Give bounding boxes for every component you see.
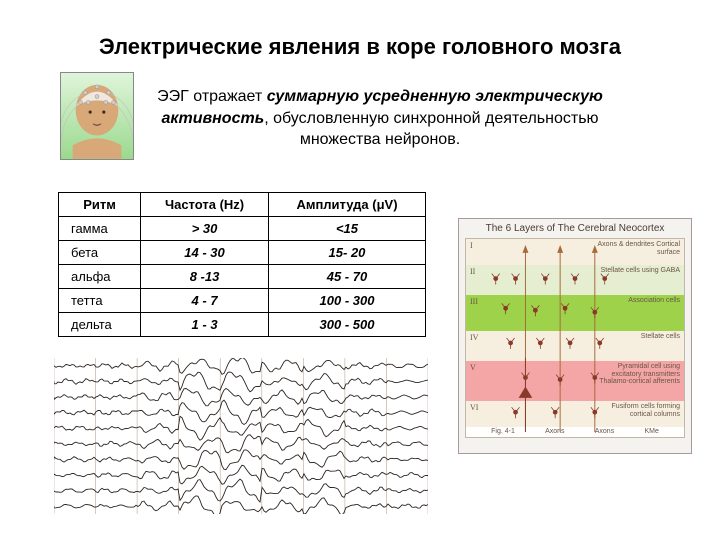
layer-label: Stellate cells using GABA	[601, 267, 680, 275]
neocortex-diagram: The 6 Layers of The Cerebral Neocortex V…	[458, 218, 692, 454]
cell-amp: 300 - 500	[268, 313, 425, 337]
neocortex-fig: Fig. 4-1	[491, 428, 515, 435]
cell-amp: 15- 20	[268, 241, 425, 265]
layer-label: Fusiform cells forming cortical columns	[590, 403, 680, 418]
cell-freq: 14 - 30	[141, 241, 269, 265]
layer-label: Pyramidal cell using excitatory transmit…	[590, 363, 680, 386]
cell-freq: 1 - 3	[141, 313, 269, 337]
layer-label: Association cells	[628, 297, 680, 305]
layer-label: Stellate cells	[641, 333, 680, 341]
table-row: бета 14 - 30 15- 20	[59, 241, 426, 265]
neocortex-layer: II Stellate cells using GABA	[466, 265, 684, 295]
cell-name: бета	[59, 241, 141, 265]
subtitle-prefix: ЭЭГ отражает	[157, 88, 267, 105]
layer-number: III	[470, 297, 478, 306]
cell-name: альфа	[59, 265, 141, 289]
layer-number: I	[470, 241, 473, 250]
table-row: тетта 4 - 7 100 - 300	[59, 289, 426, 313]
subtitle: ЭЭГ отражает суммарную усредненную элект…	[140, 86, 620, 151]
neocortex-layer: III Association cells	[466, 295, 684, 331]
cell-name: дельта	[59, 313, 141, 337]
cell-freq: 8 -13	[141, 265, 269, 289]
layer-number: IV	[470, 333, 478, 342]
cell-freq: > 30	[141, 217, 269, 241]
layer-number: V	[470, 363, 476, 372]
neocortex-bottom-row: Fig. 4-1 Axons Axons KMe	[466, 428, 684, 435]
neocortex-kme: KMe	[644, 428, 658, 435]
neocortex-layer: IV Stellate cells	[466, 331, 684, 361]
neocortex-title: The 6 Layers of The Cerebral Neocortex	[459, 219, 691, 236]
cell-name: тетта	[59, 289, 141, 313]
neocortex-axons2: Axons	[595, 428, 614, 435]
neocortex-axons1: Axons	[545, 428, 564, 435]
eeg-subject-photo	[60, 72, 134, 160]
eeg-traces-panel	[54, 358, 428, 514]
layer-number: VI	[470, 403, 478, 412]
cell-name: гамма	[59, 217, 141, 241]
table-row: дельта 1 - 3 300 - 500	[59, 313, 426, 337]
subtitle-suffix: , обусловленную синхронной деятельностью…	[264, 110, 598, 149]
table-row: альфа 8 -13 45 - 70	[59, 265, 426, 289]
layer-label: Axons & dendrites Cortical surface	[590, 241, 680, 256]
table-header-row: Ритм Частота (Hz) Амплитуда (μV)	[59, 193, 426, 217]
table-row: гамма > 30 <15	[59, 217, 426, 241]
neocortex-layer: I Axons & dendrites Cortical surface	[466, 239, 684, 265]
cell-freq: 4 - 7	[141, 289, 269, 313]
col-frequency: Частота (Hz)	[141, 193, 269, 217]
slide: Электрические явления в коре головного м…	[0, 0, 720, 540]
cell-amp: <15	[268, 217, 425, 241]
col-amplitude: Амплитуда (μV)	[268, 193, 425, 217]
page-title: Электрические явления в коре головного м…	[60, 33, 660, 61]
layer-number: II	[470, 267, 475, 276]
neocortex-layer: VI Fusiform cells forming cortical column…	[466, 401, 684, 427]
rhythm-table: Ритм Частота (Hz) Амплитуда (μV) гамма >…	[58, 192, 426, 337]
cell-amp: 100 - 300	[268, 289, 425, 313]
neocortex-layer: V Pyramidal cell using excitatory transmi…	[466, 361, 684, 401]
neocortex-bands: VIFusiform cells forming cortical column…	[465, 238, 685, 438]
cell-amp: 45 - 70	[268, 265, 425, 289]
col-rhythm: Ритм	[59, 193, 141, 217]
rhythm-table-wrap: Ритм Частота (Hz) Амплитуда (μV) гамма >…	[58, 192, 426, 337]
